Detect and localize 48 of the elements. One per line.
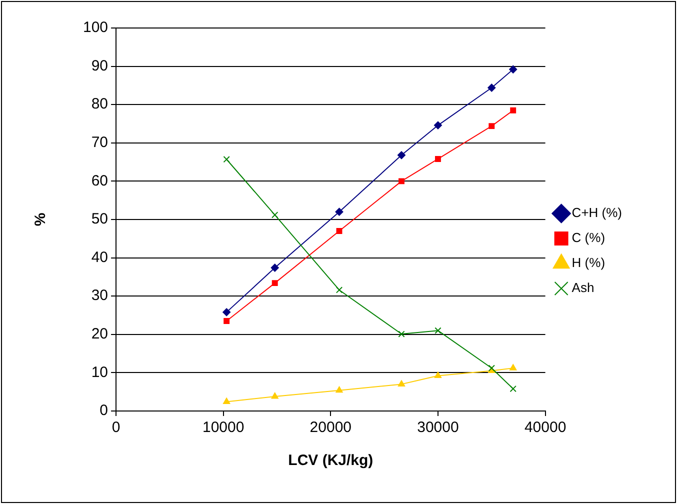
legend-label: Ash <box>572 280 594 296</box>
point <box>270 264 279 272</box>
y-tick-label: 30 <box>91 287 108 304</box>
point <box>335 208 344 216</box>
x-tick-label: 30000 <box>417 419 459 436</box>
y-tick-label: 60 <box>91 172 108 190</box>
y-axis-title: % <box>32 212 50 226</box>
y-tick-label: 10 <box>91 364 108 381</box>
point <box>224 318 230 324</box>
point <box>223 398 230 404</box>
point <box>434 121 442 130</box>
y-tick-label: 40 <box>91 248 108 266</box>
point <box>336 286 343 294</box>
x-tick-label: 20000 <box>310 419 352 436</box>
y-tick-label: 80 <box>91 96 108 113</box>
point <box>435 156 441 162</box>
legend-label: C (%) <box>572 230 606 246</box>
point <box>271 392 278 399</box>
point <box>488 84 496 92</box>
legend-label: C+H (%) <box>572 205 622 220</box>
y-tick-label: 90 <box>91 57 108 74</box>
y-tick-label: 20 <box>91 326 108 343</box>
point <box>398 380 406 386</box>
legend-label: H (%) <box>572 255 606 270</box>
point <box>488 123 495 130</box>
point <box>510 385 516 392</box>
point <box>222 308 231 316</box>
x-axis-title: LCV (KJ/kg) <box>288 452 374 470</box>
y-tick-label: 100 <box>82 19 108 36</box>
x-tick-label: 40000 <box>524 419 566 436</box>
point <box>397 151 406 160</box>
point <box>398 330 405 338</box>
point <box>434 327 442 334</box>
y-tick-label: 50 <box>91 210 108 228</box>
y-tick-label: 0 <box>100 402 108 420</box>
point <box>398 178 404 184</box>
point <box>272 212 278 218</box>
point <box>272 280 278 286</box>
point <box>336 228 342 234</box>
x-tick-label: 10000 <box>202 419 244 436</box>
point <box>223 156 230 163</box>
y-tick-label: 70 <box>91 134 108 152</box>
point <box>434 372 442 378</box>
x-tick-label: 0 <box>112 419 120 436</box>
point <box>510 364 517 370</box>
point <box>510 107 516 114</box>
point <box>509 65 518 74</box>
point <box>336 386 343 393</box>
